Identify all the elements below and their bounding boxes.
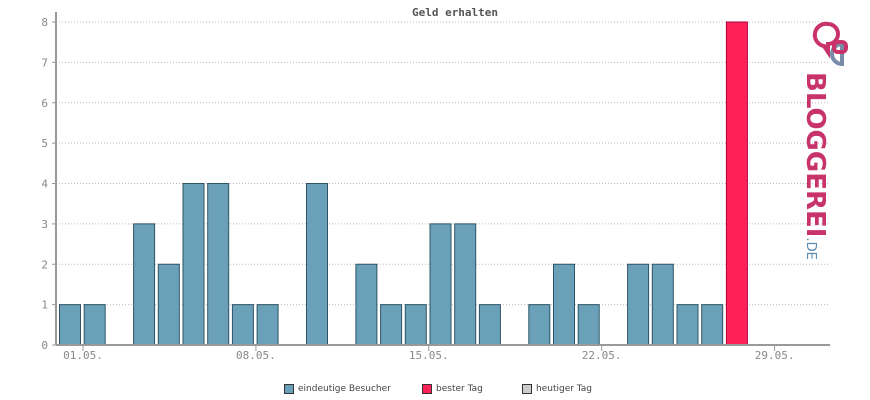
bar-visitors [577,304,600,346]
legend-item-best-day: bester Tag [422,384,483,394]
y-tick-label: 6 [41,97,48,110]
bar-visitors [355,263,378,346]
bloggerei-logo [812,18,868,218]
x-tick-label: 15.05. [409,349,449,362]
legend-swatch-visitors [284,384,294,394]
legend-swatch-today [522,384,532,394]
chart-legend: eindeutige Besucher bester Tag heutiger … [0,384,870,400]
legend-item-visitors: eindeutige Besucher [284,384,391,394]
legend-swatch-best-day [422,384,432,394]
legend-item-today: heutiger Tag [522,384,592,394]
bar-visitors [553,263,575,346]
logo-suffix-text: .DE [803,237,818,260]
logo-text: BLOGGEREI.DE [800,72,830,260]
chart-title: Geld erhalten [412,6,498,19]
bar-visitors [676,304,699,346]
y-tick-label: 1 [41,299,48,312]
bar-visitors [478,304,501,346]
bar-visitors [454,223,477,346]
y-tick-label: 8 [41,16,48,29]
bar-visitors [701,304,724,346]
logo-mark-icon [812,21,848,67]
bar-visitors [404,304,427,346]
y-tick-label: 5 [41,137,48,150]
bars-group [59,21,748,346]
bar-visitors [182,183,205,346]
bar-visitors [59,304,81,346]
x-tick-label: 29.05. [755,349,795,362]
y-tick-label: 2 [41,258,48,271]
legend-label-visitors: eindeutige Besucher [298,384,391,394]
bar-visitors [429,223,452,346]
bar-visitors [83,304,106,346]
bar-visitors [651,263,674,346]
chart-canvas: Geld erhalten 0 1 2 3 4 5 6 7 8 01.05. 08.05. 15.0… [41,6,830,362]
bar-visitors [231,304,254,346]
y-tick-label: 7 [41,56,48,69]
y-tick-label: 0 [41,339,48,352]
bar-visitors [627,263,650,346]
x-axis-ticks: 01.05. 08.05. 15.05. 22.05. 29.05. [63,345,794,362]
legend-label-best-day: bester Tag [436,384,483,394]
y-tick-label: 4 [41,178,48,191]
x-tick-label: 01.05. [63,349,103,362]
x-tick-label: 22.05. [582,349,622,362]
bar-visitors [256,304,279,346]
x-tick-label: 08.05. [236,349,276,362]
bar-visitors [157,263,180,346]
y-tick-label: 3 [41,218,48,231]
bar-visitors [207,183,230,346]
legend-label-today: heutiger Tag [536,384,593,394]
logo-main-text: BLOGGEREI [800,72,830,238]
bar-best-day [725,21,748,346]
bar-visitors [306,183,328,346]
bar-visitors [380,304,403,346]
y-axis-ticks: 0 1 2 3 4 5 6 7 8 [41,16,56,352]
bar-visitors [133,223,156,346]
bar-visitors [528,304,551,346]
